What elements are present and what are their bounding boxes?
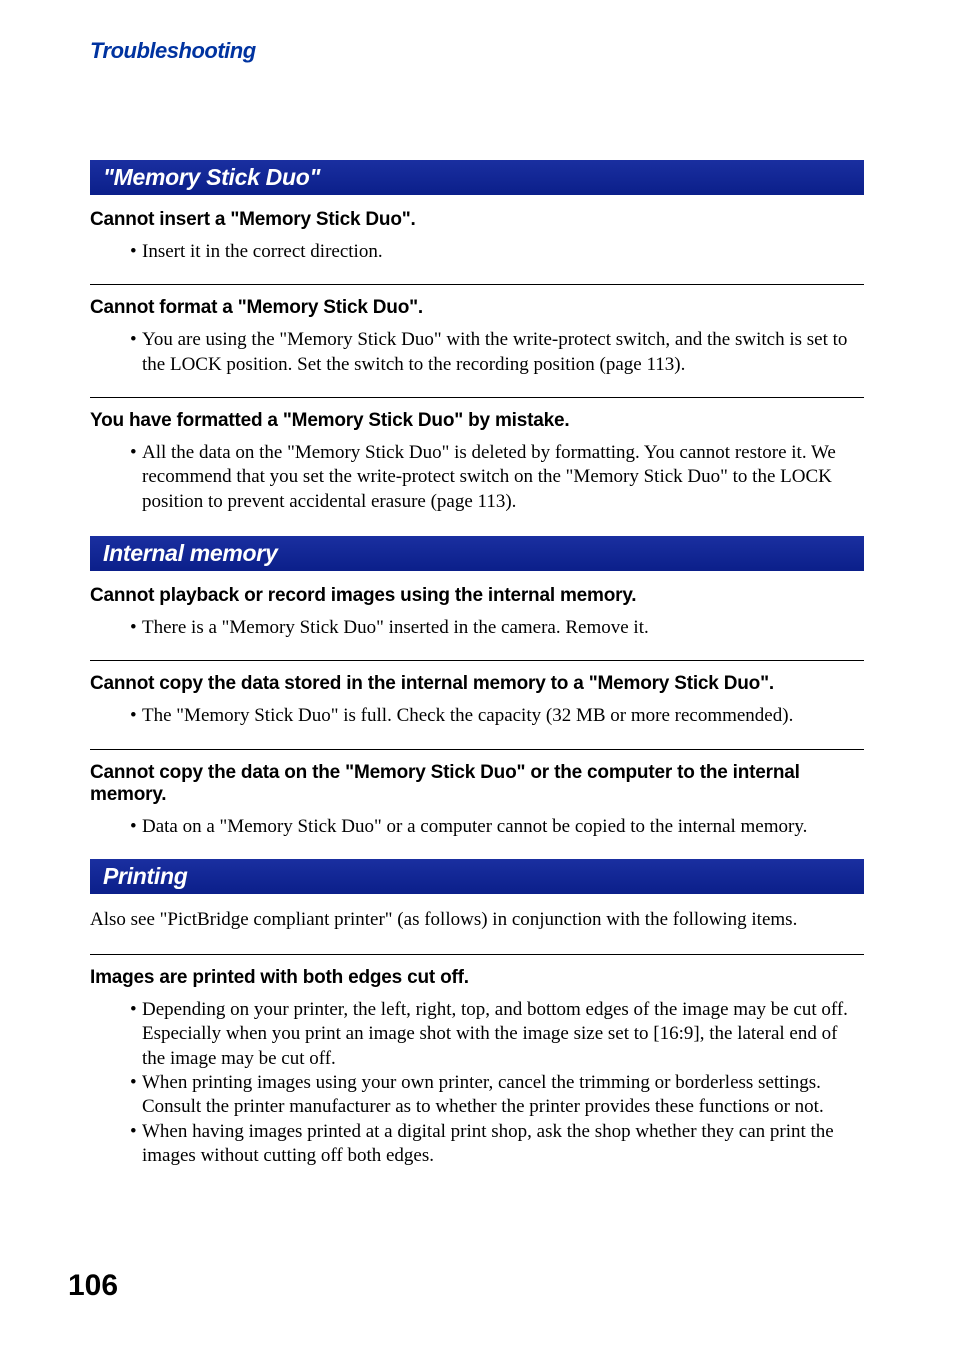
- bullet-list: You are using the "Memory Stick Duo" wit…: [90, 328, 864, 377]
- section-intro: Also see "PictBridge compliant printer" …: [90, 908, 864, 932]
- divider: [90, 749, 864, 750]
- bullet-list: There is a "Memory Stick Duo" inserted i…: [90, 616, 864, 640]
- issue-title: Cannot copy the data stored in the inter…: [90, 673, 864, 695]
- bullet-list: Insert it in the correct direction.: [90, 240, 864, 264]
- bullet-item: All the data on the "Memory Stick Duo" i…: [130, 441, 864, 514]
- section-heading-printing: Printing: [90, 859, 864, 894]
- bullet-list: Data on a "Memory Stick Duo" or a comput…: [90, 815, 864, 839]
- bullet-item: Data on a "Memory Stick Duo" or a comput…: [130, 815, 864, 839]
- section-heading-memory-stick: "Memory Stick Duo": [90, 160, 864, 195]
- bullet-list: All the data on the "Memory Stick Duo" i…: [90, 441, 864, 514]
- issue-title: Images are printed with both edges cut o…: [90, 967, 864, 989]
- divider: [90, 954, 864, 955]
- divider: [90, 397, 864, 398]
- bullet-item: Insert it in the correct direction.: [130, 240, 864, 264]
- bullet-list: The "Memory Stick Duo" is full. Check th…: [90, 704, 864, 728]
- issue-title: Cannot insert a "Memory Stick Duo".: [90, 209, 864, 231]
- bullet-item: When having images printed at a digital …: [130, 1120, 864, 1169]
- page-header: Troubleshooting: [90, 38, 864, 64]
- issue-title: You have formatted a "Memory Stick Duo" …: [90, 410, 864, 432]
- bullet-item: You are using the "Memory Stick Duo" wit…: [130, 328, 864, 377]
- bullet-list: Depending on your printer, the left, rig…: [90, 998, 864, 1168]
- bullet-item: There is a "Memory Stick Duo" inserted i…: [130, 616, 864, 640]
- issue-title: Cannot playback or record images using t…: [90, 585, 864, 607]
- section-heading-internal-memory: Internal memory: [90, 536, 864, 571]
- issue-title: Cannot copy the data on the "Memory Stic…: [90, 762, 864, 806]
- divider: [90, 284, 864, 285]
- bullet-item: When printing images using your own prin…: [130, 1071, 864, 1120]
- page-number: 106: [68, 1269, 118, 1303]
- bullet-item: Depending on your printer, the left, rig…: [130, 998, 864, 1071]
- issue-title: Cannot format a "Memory Stick Duo".: [90, 297, 864, 319]
- divider: [90, 660, 864, 661]
- bullet-item: The "Memory Stick Duo" is full. Check th…: [130, 704, 864, 728]
